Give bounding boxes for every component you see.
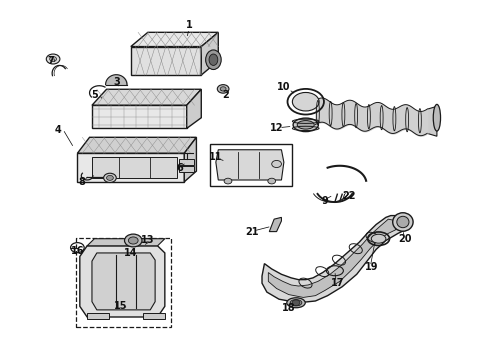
Polygon shape	[87, 314, 109, 319]
Text: 5: 5	[91, 90, 98, 100]
Text: 2: 2	[222, 90, 229, 100]
Polygon shape	[92, 253, 155, 310]
Ellipse shape	[287, 298, 305, 308]
Polygon shape	[184, 137, 196, 182]
Circle shape	[49, 57, 56, 62]
Polygon shape	[131, 46, 201, 75]
Polygon shape	[179, 159, 194, 165]
Ellipse shape	[392, 213, 413, 231]
Text: 18: 18	[282, 303, 295, 313]
Polygon shape	[270, 217, 281, 231]
Circle shape	[224, 178, 232, 184]
Polygon shape	[87, 239, 165, 246]
Ellipse shape	[206, 50, 221, 69]
Ellipse shape	[371, 234, 386, 243]
Polygon shape	[262, 216, 410, 303]
Polygon shape	[92, 157, 177, 178]
Polygon shape	[201, 32, 218, 75]
Polygon shape	[77, 153, 184, 182]
Polygon shape	[216, 150, 284, 180]
Text: 20: 20	[398, 234, 412, 244]
Text: 6: 6	[176, 163, 183, 172]
Polygon shape	[187, 89, 201, 129]
Ellipse shape	[397, 216, 409, 228]
Polygon shape	[269, 219, 396, 297]
Ellipse shape	[290, 300, 302, 306]
Text: 21: 21	[245, 226, 259, 237]
Text: 12: 12	[270, 123, 283, 134]
Circle shape	[128, 237, 138, 244]
Ellipse shape	[209, 54, 218, 66]
Text: 19: 19	[365, 262, 378, 272]
Text: 15: 15	[114, 301, 128, 311]
Circle shape	[292, 300, 300, 306]
Circle shape	[268, 178, 275, 184]
Circle shape	[217, 85, 229, 93]
Text: 16: 16	[71, 246, 84, 256]
Circle shape	[103, 173, 116, 183]
Text: 22: 22	[343, 191, 356, 201]
Circle shape	[124, 234, 142, 247]
Text: 17: 17	[331, 278, 344, 288]
Text: 4: 4	[54, 125, 61, 135]
Text: 14: 14	[124, 248, 138, 258]
Text: 1: 1	[186, 20, 193, 30]
Text: 8: 8	[79, 177, 86, 187]
Text: 13: 13	[141, 235, 154, 246]
Text: 9: 9	[322, 196, 328, 206]
Polygon shape	[179, 166, 194, 172]
Circle shape	[46, 54, 60, 64]
Circle shape	[220, 87, 226, 91]
Ellipse shape	[433, 104, 441, 131]
Text: 11: 11	[209, 152, 222, 162]
Text: 10: 10	[277, 82, 291, 93]
Ellipse shape	[297, 121, 314, 129]
Polygon shape	[80, 246, 165, 317]
Polygon shape	[131, 32, 218, 46]
Polygon shape	[143, 314, 165, 319]
Text: 3: 3	[113, 77, 120, 87]
Circle shape	[106, 175, 113, 180]
Polygon shape	[77, 137, 196, 153]
Polygon shape	[92, 89, 201, 105]
Circle shape	[272, 161, 281, 167]
Polygon shape	[92, 105, 187, 129]
Text: 7: 7	[48, 56, 54, 66]
Ellipse shape	[293, 118, 318, 132]
Polygon shape	[427, 106, 437, 136]
Ellipse shape	[293, 93, 319, 111]
